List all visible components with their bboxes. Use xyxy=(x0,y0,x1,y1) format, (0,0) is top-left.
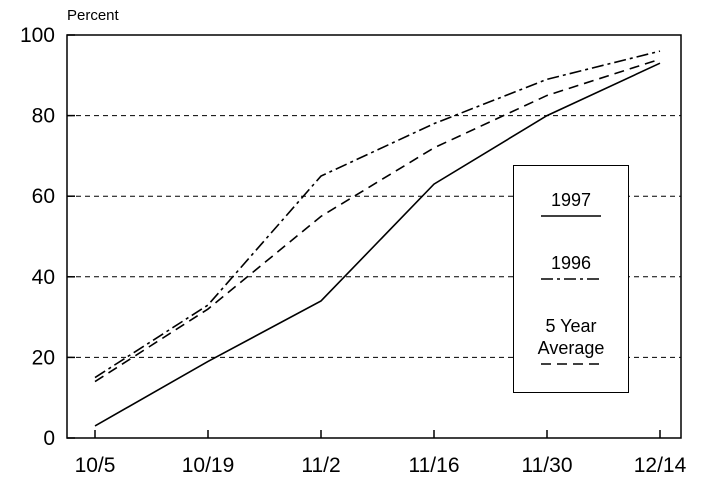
x-tick-label: 10/5 xyxy=(75,454,116,477)
legend-label: 5 Year Average xyxy=(537,315,605,358)
y-tick-label: 20 xyxy=(32,346,55,369)
series-line xyxy=(94,62,661,427)
legend-label: 1997 xyxy=(550,190,592,211)
legend-swatch xyxy=(541,278,601,280)
x-tick-label: 11/16 xyxy=(409,454,460,477)
legend-entry: 1996 xyxy=(523,252,619,284)
legend-label: 1996 xyxy=(550,252,592,273)
legend: 1997 1996 5 Year Average xyxy=(513,165,629,393)
y-axis-label: Percent xyxy=(67,7,120,24)
x-tick-label: 11/30 xyxy=(522,454,573,477)
x-tick-label: 12/14 xyxy=(634,454,687,477)
plot-frame xyxy=(66,34,682,439)
x-tick-label: 10/19 xyxy=(182,454,235,477)
legend-entry: 1997 xyxy=(523,189,619,221)
series-line xyxy=(94,50,661,379)
legend-entry: 5 Year Average xyxy=(523,315,619,369)
y-tick-label: 60 xyxy=(32,185,55,208)
y-tick-label: 100 xyxy=(20,24,55,47)
legend-swatch xyxy=(541,215,601,218)
y-tick-label: 40 xyxy=(32,266,55,289)
legend-swatch xyxy=(541,362,601,365)
y-tick-label: 0 xyxy=(43,427,55,450)
x-tick-label: 11/2 xyxy=(301,454,340,477)
y-tick-label: 80 xyxy=(32,105,55,128)
